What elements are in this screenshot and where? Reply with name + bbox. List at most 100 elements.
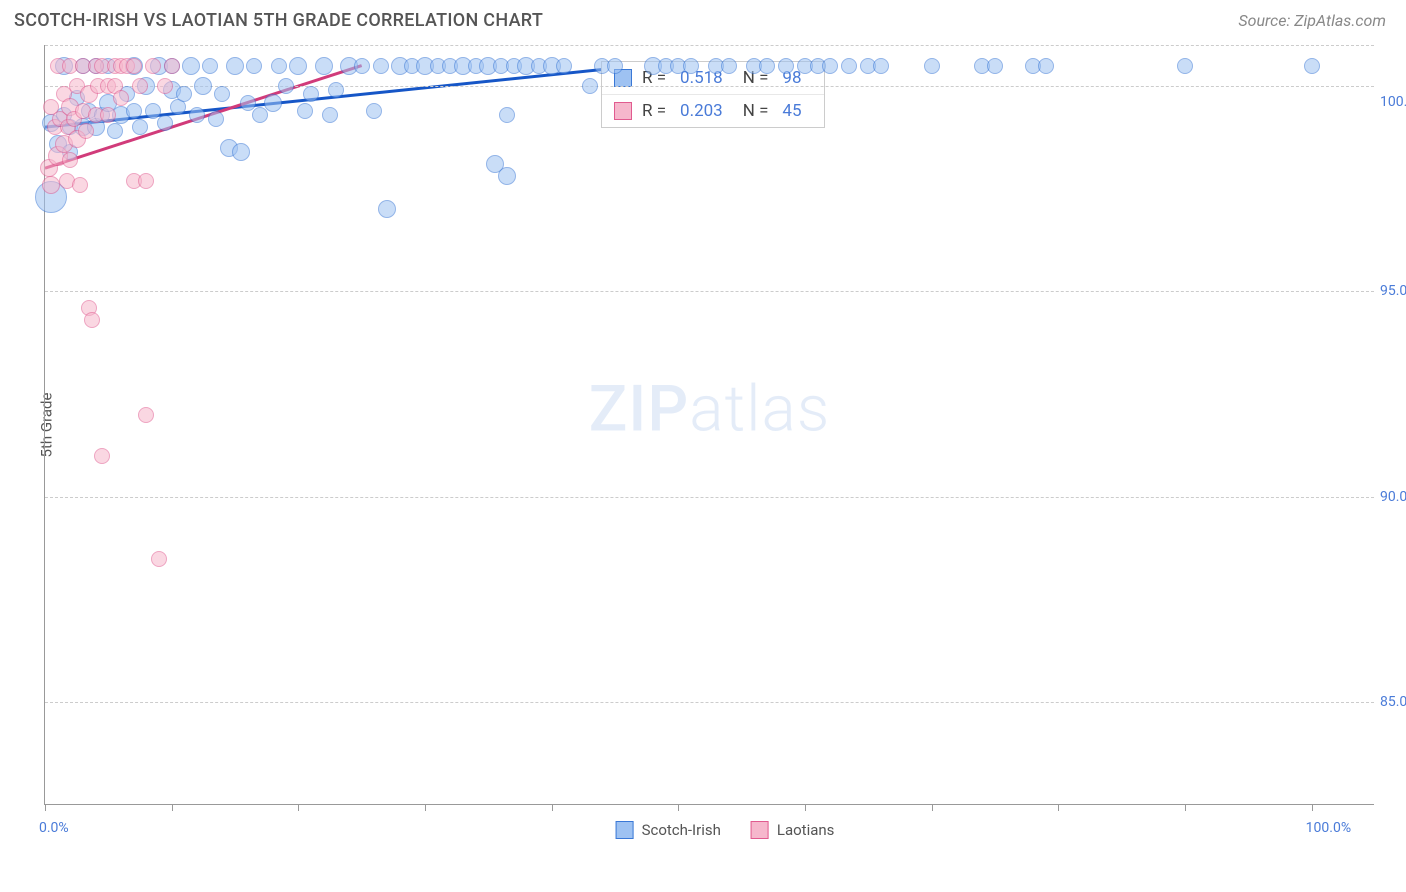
grid-line	[45, 497, 1374, 498]
data-point	[176, 86, 192, 102]
data-point	[328, 82, 344, 98]
data-point	[354, 58, 370, 74]
data-point	[822, 58, 838, 74]
data-point	[759, 58, 775, 74]
y-tick-label: 100.0%	[1380, 94, 1406, 110]
data-point	[113, 90, 129, 106]
data-point	[84, 312, 100, 328]
data-point	[151, 551, 167, 567]
data-point	[778, 58, 794, 74]
x-tick-label: 100.0%	[1306, 820, 1351, 836]
data-point	[157, 78, 173, 94]
legend-item: Laotians	[751, 821, 835, 839]
legend-swatch	[751, 821, 769, 839]
y-tick-label: 85.0%	[1380, 694, 1406, 710]
data-point	[232, 143, 250, 161]
data-point	[721, 58, 737, 74]
data-point	[378, 200, 396, 218]
data-point	[164, 58, 180, 74]
legend-label: Scotch-Irish	[642, 821, 721, 839]
grid-line	[45, 86, 1374, 87]
y-tick-label: 95.0%	[1380, 283, 1406, 299]
data-point	[138, 173, 154, 189]
grid-line	[45, 45, 1374, 46]
data-point	[1304, 58, 1320, 74]
data-point	[214, 86, 230, 102]
data-point	[126, 58, 142, 74]
data-point	[252, 107, 268, 123]
data-point	[226, 57, 244, 75]
data-point	[987, 58, 1003, 74]
data-point	[499, 107, 515, 123]
data-point	[582, 78, 598, 94]
data-point	[145, 58, 161, 74]
stat-label: R =	[642, 101, 666, 121]
data-point	[924, 58, 940, 74]
x-tick	[805, 804, 806, 811]
chart-title: SCOTCH-IRISH VS LAOTIAN 5TH GRADE CORREL…	[14, 10, 543, 31]
x-tick	[172, 804, 173, 811]
watermark-light: atlas	[689, 372, 830, 447]
data-point	[157, 115, 173, 131]
x-tick	[552, 804, 553, 811]
chart-source: Source: ZipAtlas.com	[1238, 11, 1386, 30]
data-point	[1038, 58, 1054, 74]
data-point	[873, 58, 889, 74]
data-point	[132, 119, 148, 135]
watermark: ZIPatlas	[589, 372, 831, 447]
data-point	[72, 177, 88, 193]
data-point	[322, 107, 338, 123]
data-point	[683, 58, 699, 74]
grid-line	[45, 702, 1374, 703]
data-point	[278, 78, 294, 94]
x-tick	[1312, 804, 1313, 811]
data-point	[240, 95, 256, 111]
stats-row: R = 0.203 N = 45	[602, 94, 824, 127]
data-point	[271, 58, 287, 74]
data-point	[78, 123, 94, 139]
data-point	[100, 107, 116, 123]
data-point	[366, 103, 382, 119]
stat-label: N =	[743, 101, 769, 121]
data-point	[303, 86, 319, 102]
data-point	[138, 407, 154, 423]
legend-item: Scotch-Irish	[616, 821, 721, 839]
data-point	[208, 111, 224, 127]
data-point	[841, 58, 857, 74]
x-tick	[1185, 804, 1186, 811]
stat-value-n: 45	[782, 101, 801, 121]
data-point	[289, 57, 307, 75]
data-point	[62, 152, 78, 168]
data-point	[132, 78, 148, 94]
plot-area: ZIPatlas R =0.518N =98R =0.203N =45 85.0…	[44, 45, 1374, 805]
watermark-bold: ZIP	[589, 372, 690, 447]
data-point	[246, 58, 262, 74]
x-tick	[1058, 804, 1059, 811]
data-point	[373, 58, 389, 74]
data-point	[194, 77, 212, 95]
x-tick	[932, 804, 933, 811]
x-tick	[425, 804, 426, 811]
data-point	[182, 57, 200, 75]
legend: Scotch-Irish Laotians	[616, 821, 835, 839]
y-tick-label: 90.0%	[1380, 489, 1406, 505]
data-point	[145, 103, 161, 119]
x-tick	[678, 804, 679, 811]
data-point	[556, 58, 572, 74]
data-point	[264, 94, 282, 112]
x-tick-label: 0.0%	[39, 820, 69, 836]
legend-swatch	[616, 821, 634, 839]
stat-value-r: 0.203	[680, 101, 723, 121]
data-point	[297, 103, 313, 119]
data-point	[315, 57, 333, 75]
legend-label: Laotians	[777, 821, 835, 839]
series-swatch	[614, 102, 632, 120]
data-point	[607, 58, 623, 74]
x-tick	[298, 804, 299, 811]
data-point	[1177, 58, 1193, 74]
data-point	[202, 58, 218, 74]
data-point	[498, 167, 516, 185]
data-point	[107, 123, 123, 139]
grid-line	[45, 291, 1374, 292]
data-point	[189, 107, 205, 123]
